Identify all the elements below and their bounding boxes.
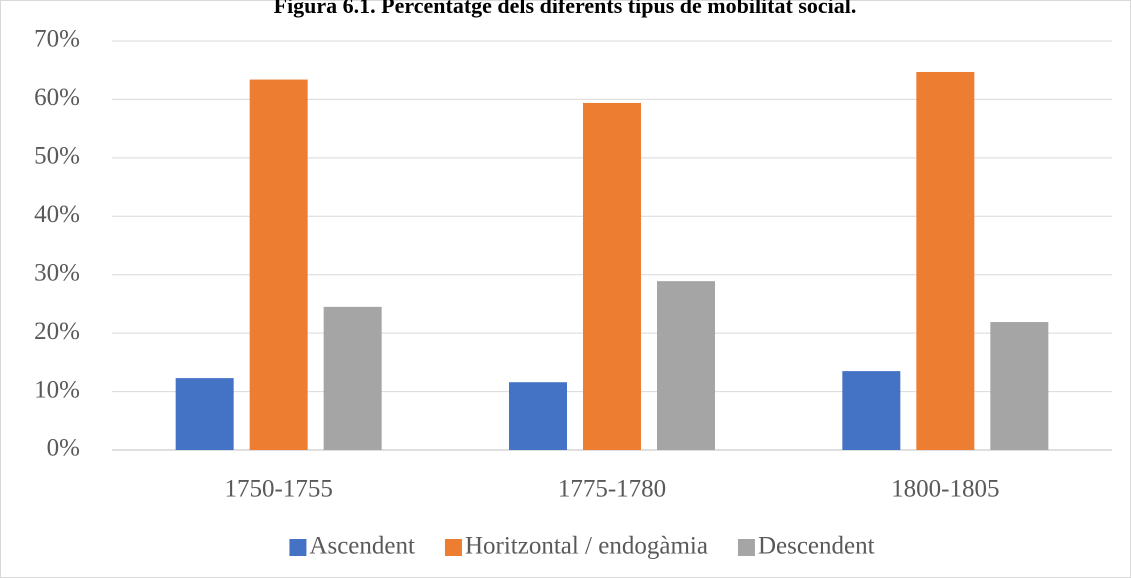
bar bbox=[990, 322, 1049, 450]
y-tick-label: 10% bbox=[34, 376, 80, 403]
bar bbox=[249, 79, 308, 450]
legend-label: Descendent bbox=[758, 533, 875, 560]
legend-marker bbox=[289, 539, 307, 556]
bar bbox=[842, 371, 901, 450]
legend-marker bbox=[444, 539, 462, 556]
legend-label: Ascendent bbox=[309, 533, 415, 560]
y-tick-label: 0% bbox=[47, 435, 80, 462]
y-tick-label: 50% bbox=[34, 143, 80, 170]
y-tick-label: 20% bbox=[34, 318, 80, 345]
y-tick-label: 30% bbox=[34, 259, 80, 286]
y-tick-label: 40% bbox=[34, 201, 80, 228]
x-tick-label: 1775-1780 bbox=[558, 476, 666, 503]
bar bbox=[657, 281, 715, 450]
bar bbox=[323, 306, 382, 450]
x-tick-label: 1800-1805 bbox=[891, 476, 999, 503]
x-tick-label: 1750-1755 bbox=[225, 476, 333, 503]
legend-marker bbox=[737, 539, 755, 556]
bar bbox=[583, 102, 641, 450]
bar bbox=[509, 382, 567, 450]
y-tick-label: 70% bbox=[34, 26, 80, 53]
bar bbox=[175, 378, 234, 450]
bar bbox=[916, 71, 975, 451]
chart-title: Figura 6.1. Percentatge dels diferents t… bbox=[274, 0, 857, 18]
legend-label: Horitzontal / endogàmia bbox=[465, 533, 708, 560]
y-tick-label: 60% bbox=[34, 84, 80, 111]
